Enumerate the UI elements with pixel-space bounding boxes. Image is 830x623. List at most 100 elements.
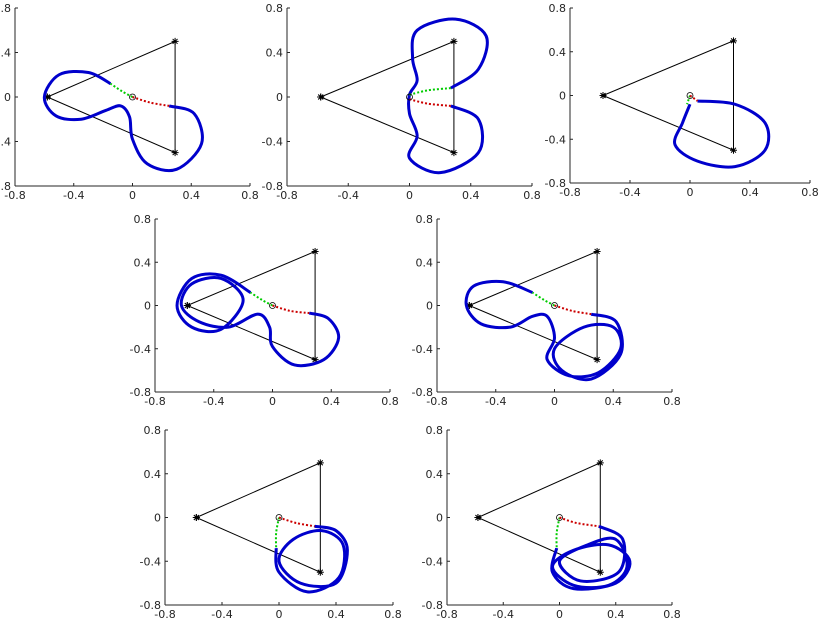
x-tick-label: 0.4	[605, 395, 623, 408]
x-tick-label: 0	[276, 608, 283, 621]
y-tick-label: -0.4	[412, 343, 433, 356]
y-tick-label: 0	[276, 91, 283, 104]
x-tick-label: 0.4	[607, 608, 625, 621]
y-tick-label: 0.8	[134, 213, 152, 226]
x-tick-label: -0.8	[436, 608, 457, 621]
y-tick-label: 0	[154, 512, 161, 525]
star-marker	[730, 37, 737, 45]
x-tick-label: 0.8	[663, 395, 681, 408]
series-line	[47, 40, 176, 154]
y-tick-label: -0.4	[140, 555, 161, 568]
series-line	[272, 304, 310, 315]
star-marker	[317, 93, 325, 101]
x-tick-label: -0.8	[144, 395, 165, 408]
y-tick-label: 0.4	[426, 468, 444, 481]
y-tick-label: -0.4	[130, 343, 151, 356]
y-tick-label: 0.8	[416, 213, 434, 226]
x-tick-label: 0.4	[183, 189, 201, 202]
x-tick-label: -0.4	[619, 186, 640, 199]
x-tick-label: 0.4	[462, 189, 480, 202]
x-tick-label: -0.4	[203, 395, 224, 408]
x-tick-label: 0.8	[663, 608, 681, 621]
series-line	[531, 291, 555, 307]
y-tick-label: -0.4	[262, 136, 283, 149]
series-line	[274, 517, 280, 549]
star-marker	[311, 247, 319, 255]
x-tick-label: 0	[687, 186, 694, 199]
circle-marker	[686, 92, 694, 99]
star-marker	[596, 459, 604, 467]
y-tick-label: -0.8	[412, 386, 433, 399]
x-tick-label: 0.4	[323, 395, 341, 408]
star-marker	[183, 302, 191, 309]
y-tick-label: 0	[559, 90, 566, 103]
x-tick-label: -0.4	[338, 189, 359, 202]
series-line	[689, 94, 699, 102]
series-line	[109, 82, 133, 98]
series-line	[555, 517, 561, 549]
x-tick-label: -0.8	[154, 608, 175, 621]
x-tick-label: 0	[129, 189, 136, 202]
y-tick-label: 0.8	[0, 2, 11, 15]
y-tick-label: 0.8	[144, 424, 162, 437]
x-tick-label: 0	[556, 608, 563, 621]
star-marker	[311, 356, 319, 364]
series-line	[559, 516, 600, 528]
x-tick-label: -0.8	[426, 395, 447, 408]
y-tick-label: 0	[426, 300, 433, 313]
y-tick-label: -0.8	[130, 386, 151, 399]
y-tick-label: 0	[144, 300, 151, 313]
y-tick-label: 0.4	[0, 47, 11, 60]
series-line	[132, 96, 170, 107]
series-line	[469, 250, 598, 361]
x-tick-label: 0	[269, 395, 276, 408]
y-tick-label: 0	[4, 91, 11, 104]
x-tick-label: -0.4	[485, 395, 506, 408]
x-tick-label: 0	[551, 395, 558, 408]
x-tick-label: -0.4	[493, 608, 514, 621]
series-line	[175, 272, 341, 368]
series-line	[196, 462, 321, 573]
series-line	[602, 40, 734, 151]
star-marker	[474, 514, 482, 521]
star-marker	[596, 568, 604, 576]
y-tick-label: 0	[436, 512, 443, 525]
star-marker	[593, 247, 601, 255]
series-line	[409, 98, 451, 107]
circle-marker	[269, 302, 276, 309]
series-line	[274, 524, 349, 594]
circle-marker	[551, 302, 558, 309]
circle-marker	[275, 514, 283, 521]
star-marker	[316, 568, 324, 576]
x-tick-label: 0.8	[801, 186, 819, 199]
series-line	[320, 40, 455, 154]
circle-marker	[556, 514, 563, 521]
series-line	[550, 524, 632, 591]
y-tick-label: 0.8	[549, 2, 567, 15]
circle-marker	[406, 93, 413, 101]
y-tick-label: 0.4	[134, 256, 152, 269]
series-line	[477, 462, 601, 573]
star-marker	[593, 356, 601, 364]
star-marker	[171, 149, 179, 157]
y-tick-label: 0.4	[416, 256, 434, 269]
y-tick-label: -0.8	[422, 599, 443, 612]
series-line	[409, 87, 451, 96]
y-tick-label: -0.8	[545, 177, 566, 190]
series-line	[554, 304, 592, 316]
series-line	[249, 291, 273, 307]
circle-marker	[129, 93, 136, 101]
series-line	[278, 516, 315, 528]
star-marker	[465, 302, 473, 309]
y-tick-label: -0.8	[140, 599, 161, 612]
x-tick-label: 0.4	[327, 608, 345, 621]
x-tick-label: 0	[406, 189, 413, 202]
y-tick-label: -0.8	[262, 180, 283, 193]
y-tick-label: 0.4	[549, 46, 567, 59]
series-line	[673, 99, 771, 169]
star-marker	[450, 149, 458, 157]
y-tick-label: 0.4	[266, 47, 284, 60]
x-tick-label: -0.4	[211, 608, 232, 621]
star-marker	[316, 459, 324, 467]
